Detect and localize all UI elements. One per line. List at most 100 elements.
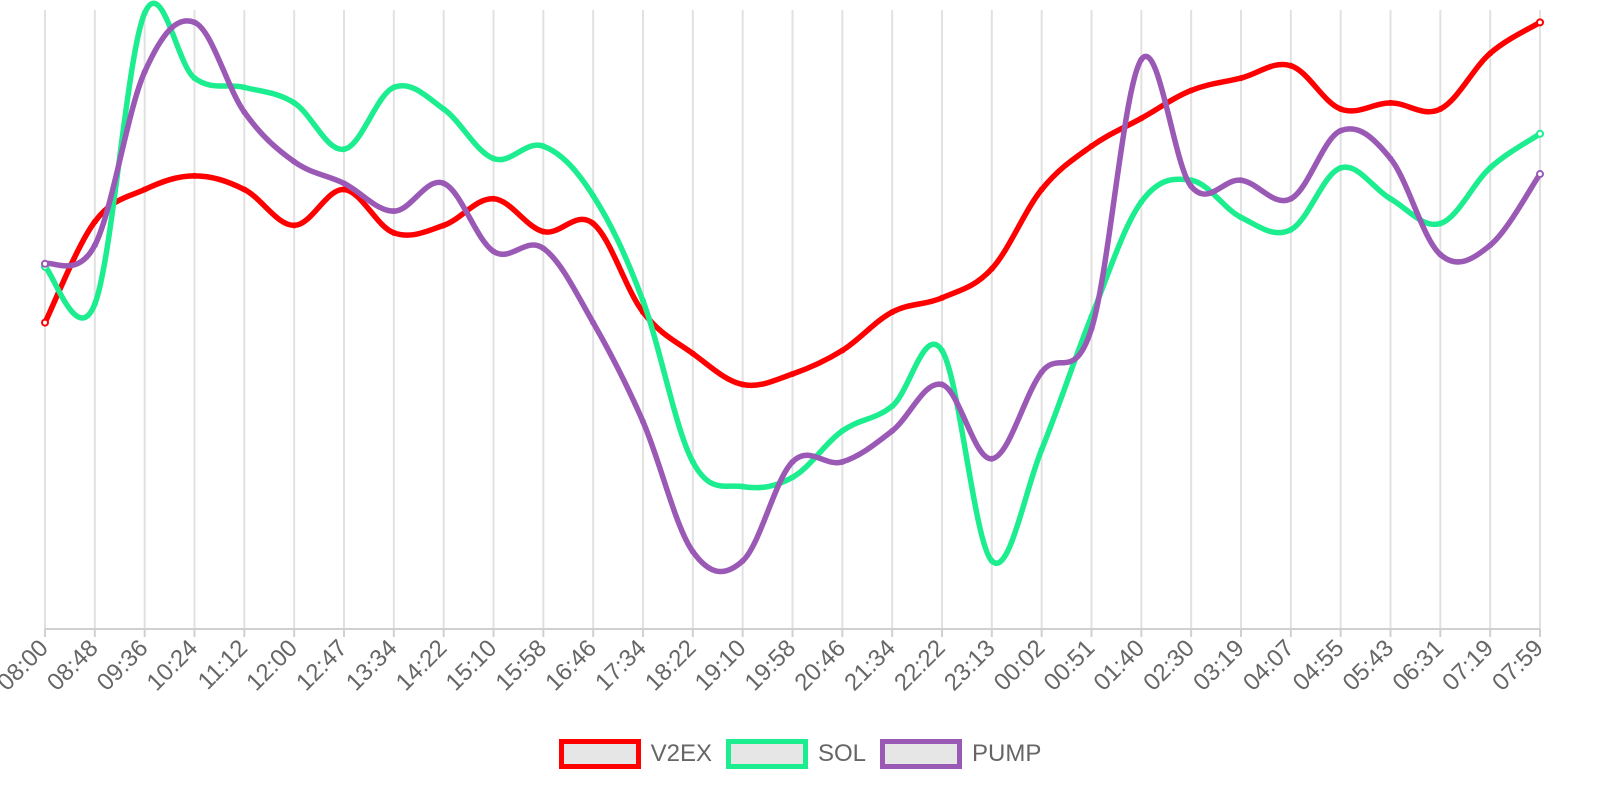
point-sol-16	[839, 427, 846, 434]
point-sol-18	[939, 347, 945, 354]
point-pump-23	[1188, 183, 1195, 190]
point-v2ex-4	[241, 186, 248, 193]
point-pump-11	[590, 319, 597, 326]
point-v2ex-24	[1238, 75, 1244, 82]
point-sol-10	[540, 143, 547, 150]
series-lines	[41, 0, 1544, 575]
x-tick-label: 16:46	[540, 635, 602, 697]
point-pump-5	[291, 158, 298, 165]
point-v2ex-16	[839, 347, 846, 354]
point-pump-17	[889, 427, 896, 434]
point-sol-17	[889, 403, 896, 410]
point-sol-14	[739, 483, 746, 490]
point-pump-15	[789, 458, 796, 465]
point-sol-2	[141, 10, 148, 17]
legend-label-pump: PUMP	[972, 740, 1042, 767]
x-tick-label: 00:51	[1039, 635, 1101, 697]
point-v2ex-14	[739, 381, 746, 388]
point-pump-25	[1287, 195, 1294, 202]
legend-swatch-pump	[880, 739, 963, 769]
point-sol-30	[1536, 129, 1544, 138]
point-v2ex-9	[490, 195, 497, 202]
legend-swatch-sol	[726, 739, 808, 769]
x-tick-label: 01:40	[1088, 635, 1150, 697]
point-pump-18	[939, 381, 945, 388]
point-pump-3	[191, 19, 198, 26]
point-pump-9	[490, 248, 497, 255]
legend: V2EX SOL PUMP	[0, 736, 1600, 772]
x-tick-label: 18:22	[640, 635, 702, 697]
x-tick-label: 23:13	[939, 635, 1001, 697]
point-v2ex-22	[1138, 115, 1145, 122]
legend-swatch-v2ex	[558, 739, 641, 769]
x-tick-label: 19:10	[690, 635, 752, 697]
point-sol-22	[1138, 198, 1145, 205]
point-pump-1	[91, 242, 98, 249]
x-tick-label: 02:30	[1138, 635, 1200, 697]
point-pump-8	[440, 180, 447, 187]
point-v2ex-15	[789, 370, 796, 377]
point-pump-27	[1387, 155, 1394, 162]
x-tick-label: 08:48	[42, 635, 104, 697]
point-pump-4	[241, 109, 248, 116]
point-pump-10	[540, 245, 547, 252]
point-sol-29	[1487, 164, 1494, 171]
point-pump-24	[1238, 177, 1244, 184]
x-tick-label: 19:58	[740, 635, 802, 697]
point-sol-6	[341, 146, 347, 153]
point-pump-14	[739, 557, 746, 564]
point-v2ex-11	[590, 220, 597, 227]
point-v2ex-21	[1088, 143, 1095, 150]
point-pump-28	[1437, 251, 1444, 258]
x-tick-label: 07:59	[1487, 635, 1549, 697]
point-pump-19	[988, 455, 995, 462]
point-v2ex-17	[889, 309, 896, 316]
x-tick-label: 22:22	[889, 635, 951, 697]
point-pump-6	[341, 180, 347, 187]
point-v2ex-5	[291, 222, 298, 229]
point-v2ex-20	[1038, 186, 1045, 193]
point-v2ex-18	[939, 294, 945, 301]
x-tick-label: 12:00	[241, 635, 303, 697]
x-tick-label: 17:34	[590, 635, 652, 697]
x-tick-label: 12:47	[291, 635, 353, 697]
point-pump-0	[41, 259, 49, 268]
point-v2ex-13	[689, 350, 696, 357]
series-line-pump	[42, 18, 1543, 575]
x-tick-label: 14:22	[391, 635, 453, 697]
x-tick-label: 20:46	[789, 635, 851, 697]
point-sol-25	[1287, 226, 1294, 233]
point-sol-4	[241, 84, 248, 91]
point-v2ex-8	[440, 222, 447, 229]
point-pump-12	[640, 418, 646, 425]
point-v2ex-2	[141, 186, 148, 193]
x-tick-label: 09:36	[92, 635, 154, 697]
x-tick-label: 15:58	[490, 635, 552, 697]
point-pump-7	[390, 208, 397, 215]
x-tick-label: 04:55	[1288, 635, 1350, 697]
point-sol-24	[1238, 214, 1244, 221]
point-v2ex-26	[1337, 106, 1344, 113]
point-v2ex-3	[191, 172, 198, 179]
grid-lines	[44, 10, 1541, 629]
point-sol-27	[1387, 195, 1394, 202]
legend-item-pump[interactable]: PUMP	[880, 739, 1041, 769]
x-axis: 08:0008:4809:3610:2411:1212:0012:4713:34…	[0, 628, 1549, 697]
legend-item-v2ex[interactable]: V2EX	[558, 739, 712, 769]
point-sol-3	[191, 75, 198, 82]
point-sol-9	[490, 155, 497, 162]
legend-item-sol[interactable]: SOL	[726, 739, 866, 769]
point-sol-20	[1038, 446, 1045, 453]
point-pump-13	[689, 548, 696, 555]
point-v2ex-29	[1487, 50, 1494, 57]
point-v2ex-7	[390, 229, 397, 236]
x-tick-label: 07:19	[1437, 635, 1499, 697]
point-pump-29	[1487, 242, 1494, 249]
x-tick-label: 04:07	[1238, 635, 1300, 697]
point-v2ex-23	[1188, 87, 1195, 94]
x-tick-label: 03:19	[1188, 635, 1250, 697]
point-v2ex-28	[1437, 106, 1444, 113]
x-tick-label: 21:34	[839, 635, 901, 697]
x-tick-label: 00:02	[989, 635, 1051, 697]
